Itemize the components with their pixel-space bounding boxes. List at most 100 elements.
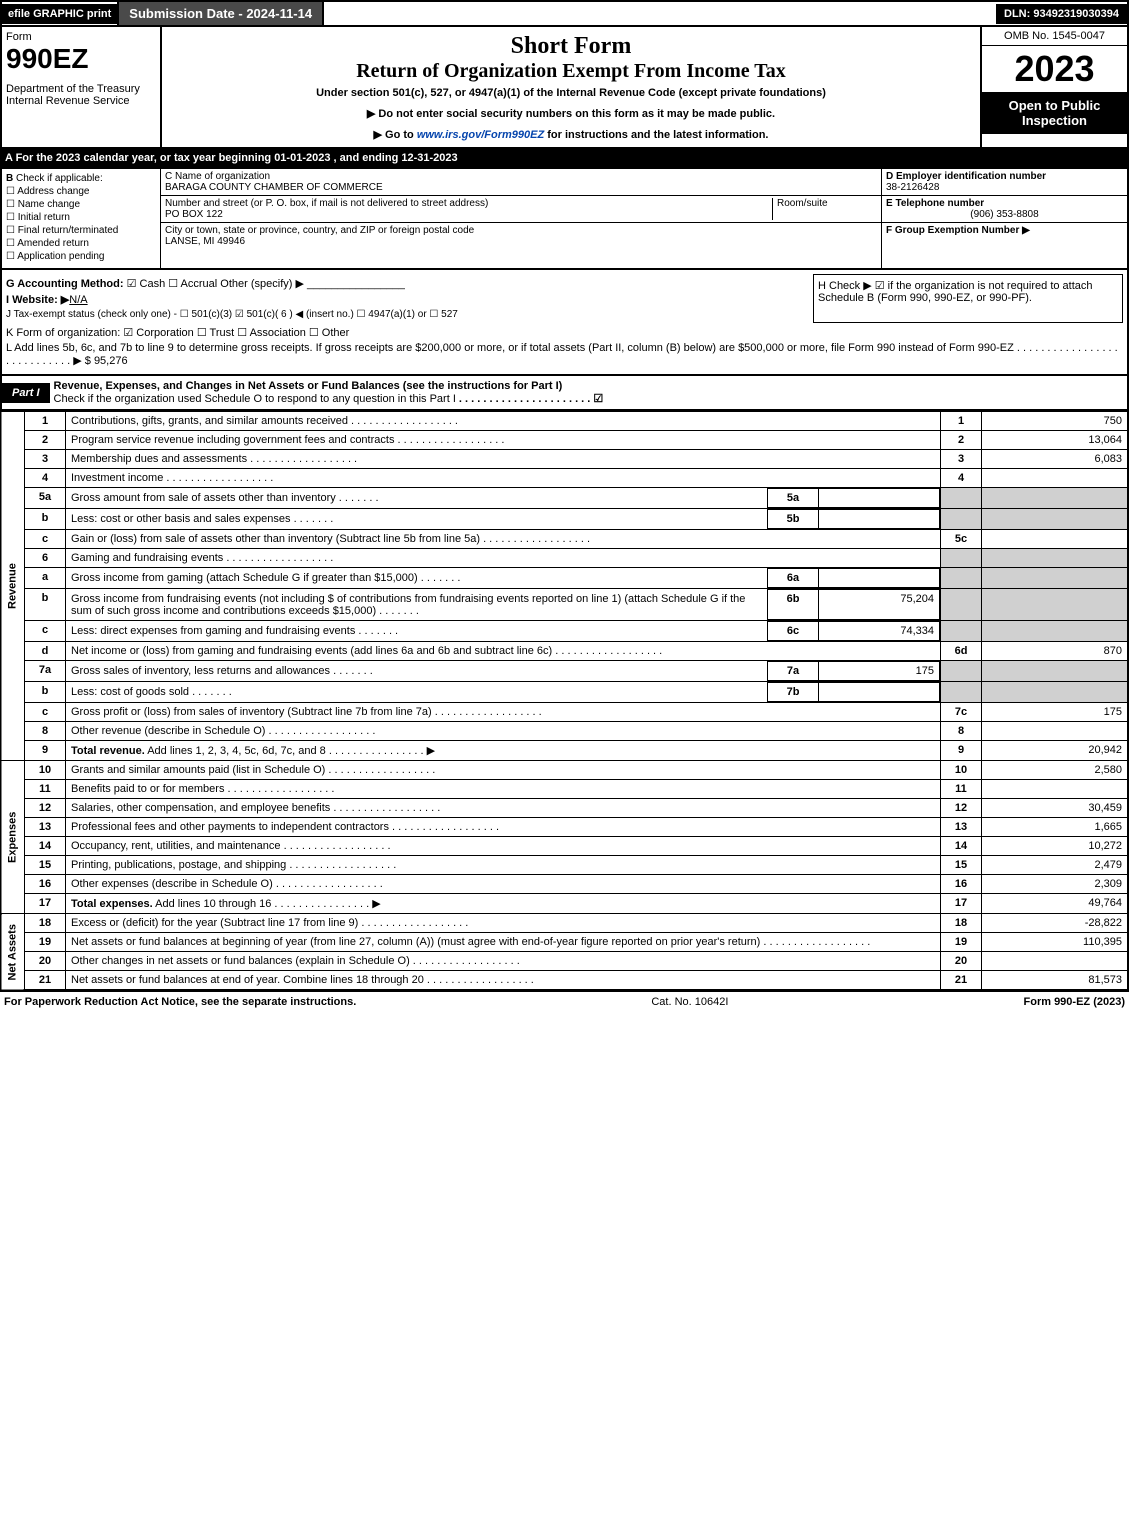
ssn-note: ▶ Do not enter social security numbers o… — [168, 107, 974, 120]
line-number: 15 — [25, 856, 66, 875]
line-description: Program service revenue including govern… — [66, 431, 941, 450]
top-bar: efile GRAPHIC print Submission Date - 20… — [0, 0, 1129, 27]
line-description: Net assets or fund balances at end of ye… — [66, 971, 941, 991]
cb-amended-return[interactable]: ☐ Amended return — [6, 238, 156, 249]
row-j: J Tax-exempt status (check only one) - ☐… — [6, 309, 807, 320]
line-ref: 15 — [941, 856, 982, 875]
line-amount: 49,764 — [982, 894, 1129, 914]
line-amount — [982, 661, 1129, 682]
line-description: Total expenses. Add lines 10 through 16 … — [66, 894, 941, 914]
line-amount — [982, 952, 1129, 971]
col-b: B Check if applicable: ☐ Address change … — [2, 169, 161, 268]
row-a-text: A For the 2023 calendar year, or tax yea… — [5, 152, 458, 164]
c-name-label: C Name of organization — [165, 171, 270, 182]
form-title: Return of Organization Exempt From Incom… — [168, 60, 974, 83]
line-number: 19 — [25, 933, 66, 952]
line-number: 21 — [25, 971, 66, 991]
box-b-to-f: B Check if applicable: ☐ Address change … — [0, 169, 1129, 270]
line-description: Other changes in net assets or fund bala… — [66, 952, 941, 971]
footer-center: Cat. No. 10642I — [356, 996, 1023, 1008]
cb-final-return[interactable]: ☐ Final return/terminated — [6, 225, 156, 236]
line-description: Less: direct expenses from gaming and fu… — [66, 621, 941, 642]
row-a: A For the 2023 calendar year, or tax yea… — [0, 149, 1129, 169]
row-i: I Website: ▶N/A — [6, 293, 807, 306]
line-number: b — [25, 682, 66, 703]
cb-initial-return[interactable]: ☐ Initial return — [6, 212, 156, 223]
line-amount: 2,309 — [982, 875, 1129, 894]
line-number: 5a — [25, 488, 66, 509]
line-ref: 21 — [941, 971, 982, 991]
row-h: H Check ▶ ☑ if the organization is not r… — [813, 274, 1123, 323]
line-amount — [982, 488, 1129, 509]
line-amount: 1,665 — [982, 818, 1129, 837]
line-description: Excess or (deficit) for the year (Subtra… — [66, 914, 941, 933]
part-1-table: Revenue1Contributions, gifts, grants, an… — [0, 411, 1129, 991]
line-description: Other revenue (describe in Schedule O) .… — [66, 722, 941, 741]
line-ref — [941, 549, 982, 568]
gross-receipts: ▶ $ 95,276 — [73, 355, 127, 367]
line-description: Other expenses (describe in Schedule O) … — [66, 875, 941, 894]
line-amount: 2,580 — [982, 761, 1129, 780]
dln-label: DLN: 93492319030394 — [996, 4, 1127, 24]
line-amount: 750 — [982, 412, 1129, 431]
cb-application-pending[interactable]: ☐ Application pending — [6, 251, 156, 262]
line-amount — [982, 780, 1129, 799]
line-ref: 8 — [941, 722, 982, 741]
row-g: G Accounting Method: ☑ Cash ☐ Accrual Ot… — [6, 277, 807, 290]
part-1-title: Revenue, Expenses, and Changes in Net As… — [50, 376, 1127, 409]
line-number: 14 — [25, 837, 66, 856]
goto-note: ▶ Go to www.irs.gov/Form990EZ for instru… — [168, 128, 974, 141]
efile-label[interactable]: efile GRAPHIC print — [2, 4, 117, 24]
line-amount — [982, 722, 1129, 741]
line-description: Membership dues and assessments . . . . … — [66, 450, 941, 469]
line-ref: 18 — [941, 914, 982, 933]
line-ref: 4 — [941, 469, 982, 488]
line-number: 17 — [25, 894, 66, 914]
header-left: Form 990EZ Department of the Treasury In… — [2, 27, 162, 147]
part-1-label: Part I — [2, 383, 50, 403]
cb-address-change[interactable]: ☐ Address change — [6, 186, 156, 197]
line-ref: 20 — [941, 952, 982, 971]
line-ref — [941, 488, 982, 509]
line-ref — [941, 589, 982, 621]
line-number: 4 — [25, 469, 66, 488]
line-number: 11 — [25, 780, 66, 799]
short-form-label: Short Form — [168, 33, 974, 60]
line-description: Gain or (loss) from sale of assets other… — [66, 530, 941, 549]
line-ref — [941, 568, 982, 589]
line-number: 12 — [25, 799, 66, 818]
line-ref: 10 — [941, 761, 982, 780]
group-exemption-label: F Group Exemption Number ▶ — [886, 225, 1030, 236]
line-number: 10 — [25, 761, 66, 780]
line-number: 7a — [25, 661, 66, 682]
line-number: c — [25, 703, 66, 722]
line-description: Contributions, gifts, grants, and simila… — [66, 412, 941, 431]
b-letter: B — [6, 173, 13, 184]
line-ref: 6d — [941, 642, 982, 661]
line-ref: 2 — [941, 431, 982, 450]
line-ref — [941, 509, 982, 530]
line-description: Investment income . . . . . . . . . . . … — [66, 469, 941, 488]
section-label: Revenue — [1, 412, 25, 761]
form-number: 990EZ — [6, 43, 156, 75]
ein-label: D Employer identification number — [886, 171, 1046, 182]
line-amount: 870 — [982, 642, 1129, 661]
line-amount — [982, 589, 1129, 621]
line-amount: 81,573 — [982, 971, 1129, 991]
line-description: Professional fees and other payments to … — [66, 818, 941, 837]
irs-link[interactable]: www.irs.gov/Form990EZ — [417, 129, 544, 141]
tax-year: 2023 — [982, 46, 1127, 92]
department: Department of the Treasury Internal Reve… — [6, 83, 156, 107]
phone-value: (906) 353-8808 — [886, 209, 1123, 220]
omb-number: OMB No. 1545-0047 — [982, 27, 1127, 46]
b-label: Check if applicable: — [16, 173, 103, 184]
cb-name-change[interactable]: ☐ Name change — [6, 199, 156, 210]
line-description: Less: cost of goods sold . . . . . . .7b — [66, 682, 941, 703]
line-number: c — [25, 530, 66, 549]
room-suite: Room/suite — [772, 198, 877, 220]
line-ref: 3 — [941, 450, 982, 469]
section-label: Expenses — [1, 761, 25, 914]
line-description: Gross income from gaming (attach Schedul… — [66, 568, 941, 589]
line-amount — [982, 568, 1129, 589]
org-address: PO BOX 122 — [165, 209, 223, 220]
